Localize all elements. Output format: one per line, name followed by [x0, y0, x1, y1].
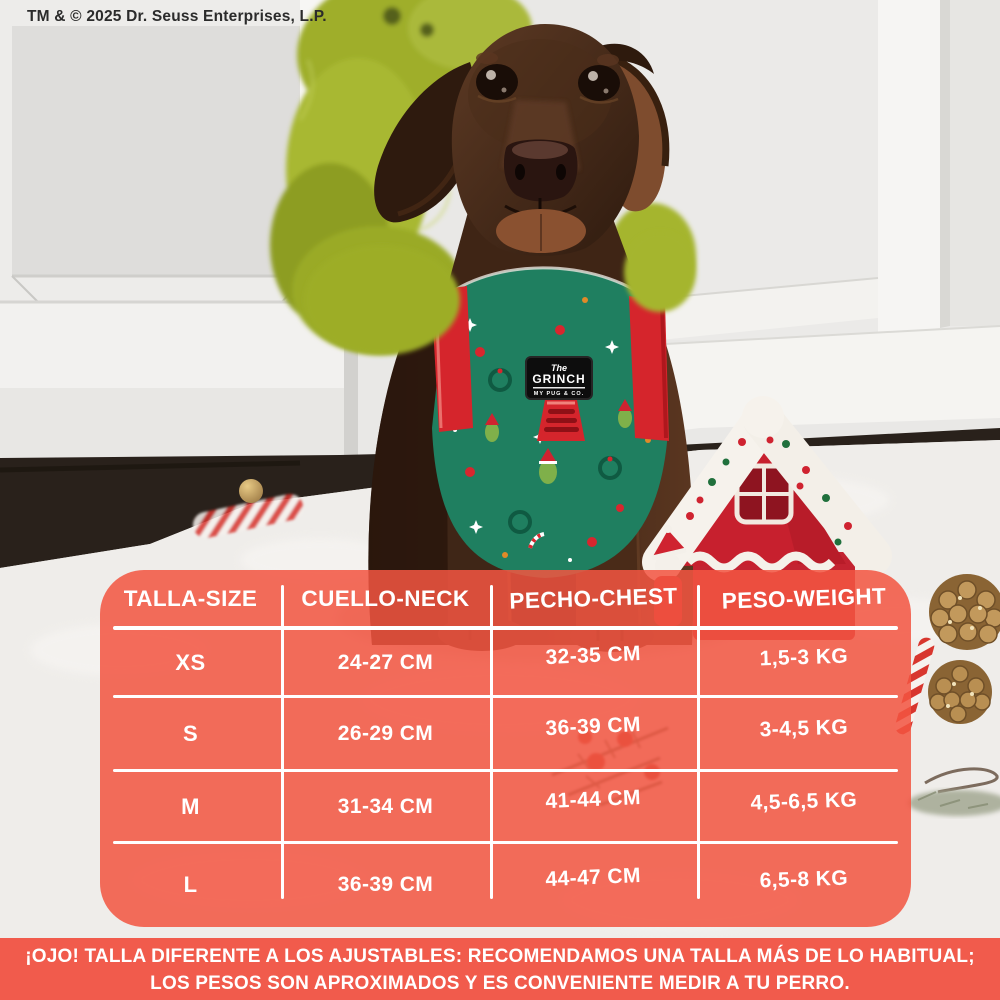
harness-brand-label: The GRINCH MY PUG & CO.: [525, 356, 593, 400]
header-talla-size: TALLA-SIZE: [123, 586, 258, 611]
size-m-chest: 41-44 CM: [545, 785, 642, 814]
size-m-weight: 4,5-6,5 KG: [750, 788, 858, 815]
gold-bead: [239, 479, 263, 503]
chart-divider: [697, 585, 700, 899]
chart-divider: [113, 626, 898, 630]
size-chart: TALLA-SIZE CUELLO-NECK PECHO-CHEST PESO-…: [100, 570, 911, 927]
size-xs-chest: 32-35 CM: [545, 641, 642, 669]
dog-eyes: [476, 64, 620, 104]
harness-label-sub-text: MY PUG & CO.: [534, 391, 584, 397]
size-s-weight: 3-4,5 KG: [759, 715, 849, 742]
copyright-notice: TM & © 2025 Dr. Seuss Enterprises, L.P.: [27, 8, 327, 25]
size-l-neck: 36-39 CM: [337, 873, 434, 896]
candy-wrapper: [192, 494, 304, 538]
size-s-label: S: [182, 721, 199, 746]
chart-divider: [113, 769, 898, 772]
grinch-harness: The GRINCH MY PUG & CO.: [431, 266, 669, 578]
grinch-figure-motifs: [485, 399, 632, 484]
warning-line-2: LOS PESOS SON APROXIMADOS Y ES CONVENIEN…: [150, 973, 850, 994]
size-l-chest: 44-47 CM: [545, 863, 642, 892]
chart-divider: [113, 841, 898, 844]
size-xs-weight: 1,5-3 KG: [759, 644, 849, 670]
size-m-label: M: [181, 794, 200, 819]
size-s-chest: 36-39 CM: [545, 712, 642, 741]
chart-divider: [113, 695, 898, 698]
harness-d-ring: [537, 400, 585, 441]
size-xs-label: XS: [175, 649, 206, 675]
size-m-neck: 31-34 CM: [337, 795, 434, 818]
harness-label-main-text: GRINCH: [532, 372, 585, 386]
size-l-label: L: [183, 872, 198, 897]
size-xs-neck: 24-27 CM: [337, 650, 434, 674]
size-s-neck: 26-29 CM: [337, 722, 434, 745]
harness-label-top-text: The: [551, 363, 567, 373]
header-cuello-neck: CUELLO-NECK: [301, 586, 470, 611]
harness-red-strap-right: [629, 296, 669, 441]
grinch-plush-paws: [304, 232, 696, 355]
warning-line-1: ¡OJO! TALLA DIFERENTE A LOS AJUSTABLES: …: [25, 946, 975, 967]
glitter-pinecones: [928, 574, 1000, 724]
size-l-weight: 6,5-8 KG: [759, 866, 849, 893]
chart-divider: [281, 585, 284, 899]
twig-and-tinsel: [908, 767, 1000, 816]
sizing-warning-banner: ¡OJO! TALLA DIFERENTE A LOS AJUSTABLES: …: [0, 938, 1000, 1000]
chart-divider: [490, 585, 493, 899]
